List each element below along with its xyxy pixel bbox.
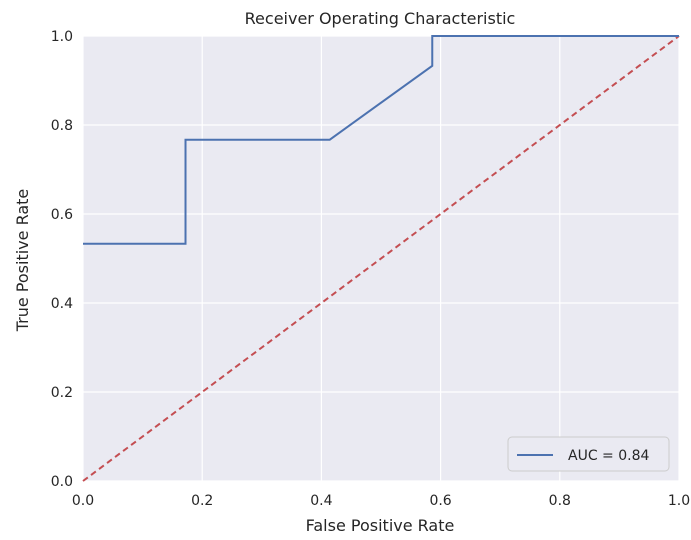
y-tick-label: 0.0 xyxy=(51,474,73,490)
diagonal-reference-line xyxy=(82,35,680,482)
y-tick-label: 0.4 xyxy=(51,296,73,312)
x-tick-label: 0.2 xyxy=(191,493,213,509)
y-axis-label: True Positive Rate xyxy=(13,189,32,333)
y-tick-label: 0.2 xyxy=(51,385,73,401)
x-tick-label: 0.6 xyxy=(429,493,451,509)
x-tick-label: 0.0 xyxy=(72,493,94,509)
chart-title: Receiver Operating Characteristic xyxy=(245,9,516,28)
x-tick-label: 0.4 xyxy=(310,493,332,509)
grid xyxy=(82,35,680,482)
legend-box xyxy=(507,436,670,472)
x-tick-label: 0.8 xyxy=(549,493,571,509)
series-layer xyxy=(82,35,680,482)
y-tick-label: 1.0 xyxy=(51,29,73,45)
ticks: 0.0 0.2 0.4 0.6 0.8 1.0 0.0 0.2 0.4 0.6 0.8 1.0 xyxy=(51,29,690,509)
legend: AUC = 0.84 xyxy=(507,436,670,472)
y-tick-label: 0.6 xyxy=(51,207,73,223)
x-axis-label: False Positive Rate xyxy=(306,516,455,535)
roc-curve-line xyxy=(83,35,679,245)
y-tick-label: 0.8 xyxy=(51,118,73,134)
legend-label-auc: AUC = 0.84 xyxy=(568,448,649,464)
x-tick-label: 1.0 xyxy=(668,493,690,509)
